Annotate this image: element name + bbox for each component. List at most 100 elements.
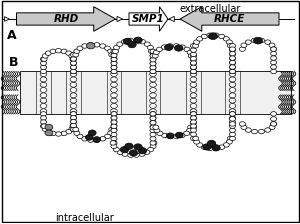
- Circle shape: [230, 69, 236, 74]
- Circle shape: [125, 143, 133, 149]
- Circle shape: [111, 93, 117, 98]
- Circle shape: [73, 127, 79, 132]
- Circle shape: [148, 147, 154, 152]
- Circle shape: [74, 131, 80, 136]
- Circle shape: [111, 57, 117, 62]
- Circle shape: [66, 129, 72, 134]
- Circle shape: [111, 61, 117, 65]
- Circle shape: [70, 119, 76, 124]
- Circle shape: [190, 72, 197, 77]
- Circle shape: [108, 49, 114, 54]
- Circle shape: [85, 134, 93, 140]
- Circle shape: [193, 43, 199, 48]
- Circle shape: [70, 103, 77, 108]
- Circle shape: [111, 53, 117, 58]
- Circle shape: [190, 98, 197, 103]
- Circle shape: [120, 146, 129, 153]
- Circle shape: [190, 65, 196, 69]
- Circle shape: [271, 122, 277, 126]
- Circle shape: [70, 98, 77, 103]
- Circle shape: [223, 143, 229, 147]
- Circle shape: [184, 131, 190, 136]
- Circle shape: [40, 72, 47, 77]
- Circle shape: [208, 33, 217, 39]
- Circle shape: [88, 43, 94, 47]
- Polygon shape: [4, 17, 9, 21]
- Circle shape: [139, 152, 145, 156]
- Circle shape: [227, 43, 233, 48]
- Circle shape: [230, 43, 236, 48]
- Circle shape: [190, 128, 196, 133]
- Bar: [20, 71, 291, 114]
- Circle shape: [100, 137, 106, 141]
- Circle shape: [134, 38, 140, 43]
- Circle shape: [150, 137, 156, 141]
- Circle shape: [150, 88, 156, 93]
- Circle shape: [150, 54, 156, 58]
- Circle shape: [150, 53, 156, 58]
- Polygon shape: [117, 16, 122, 22]
- Circle shape: [69, 54, 75, 58]
- Circle shape: [190, 132, 196, 137]
- Circle shape: [271, 47, 277, 51]
- Circle shape: [212, 145, 220, 151]
- Text: B: B: [9, 56, 19, 69]
- Circle shape: [190, 65, 196, 70]
- Circle shape: [111, 112, 117, 116]
- Circle shape: [111, 65, 117, 69]
- Circle shape: [42, 127, 48, 131]
- Circle shape: [207, 146, 213, 151]
- Circle shape: [150, 49, 156, 54]
- Circle shape: [251, 38, 257, 43]
- Circle shape: [70, 109, 77, 114]
- Circle shape: [108, 131, 114, 136]
- Circle shape: [179, 45, 185, 49]
- Circle shape: [230, 122, 236, 126]
- Circle shape: [134, 153, 140, 157]
- Circle shape: [147, 45, 153, 50]
- Circle shape: [40, 61, 46, 65]
- Circle shape: [61, 49, 67, 54]
- Circle shape: [111, 52, 117, 57]
- Circle shape: [88, 130, 96, 136]
- Circle shape: [188, 125, 194, 129]
- Circle shape: [144, 42, 150, 46]
- Circle shape: [134, 144, 142, 150]
- Circle shape: [150, 98, 156, 103]
- Circle shape: [41, 124, 47, 128]
- Circle shape: [190, 61, 196, 66]
- Circle shape: [271, 51, 277, 56]
- Circle shape: [194, 40, 200, 44]
- Circle shape: [194, 140, 200, 144]
- Circle shape: [230, 51, 236, 56]
- Circle shape: [112, 49, 118, 54]
- Circle shape: [100, 44, 106, 48]
- Circle shape: [111, 65, 117, 70]
- Circle shape: [70, 72, 77, 77]
- Circle shape: [190, 112, 196, 116]
- Circle shape: [150, 144, 156, 149]
- Circle shape: [201, 145, 207, 149]
- Circle shape: [226, 40, 232, 44]
- Circle shape: [150, 77, 156, 82]
- Circle shape: [239, 47, 245, 51]
- Circle shape: [70, 112, 76, 116]
- Circle shape: [187, 50, 193, 55]
- Circle shape: [111, 61, 117, 66]
- Circle shape: [73, 52, 79, 57]
- Circle shape: [111, 137, 117, 141]
- Circle shape: [271, 60, 277, 65]
- Circle shape: [50, 49, 56, 54]
- Circle shape: [219, 34, 225, 39]
- Circle shape: [66, 51, 72, 55]
- Circle shape: [150, 116, 156, 120]
- Circle shape: [230, 65, 236, 69]
- Circle shape: [94, 138, 100, 142]
- Circle shape: [70, 127, 76, 132]
- Circle shape: [111, 69, 117, 74]
- Circle shape: [93, 137, 101, 142]
- Circle shape: [150, 141, 156, 145]
- Circle shape: [150, 103, 156, 108]
- Circle shape: [230, 112, 236, 116]
- Circle shape: [230, 47, 236, 51]
